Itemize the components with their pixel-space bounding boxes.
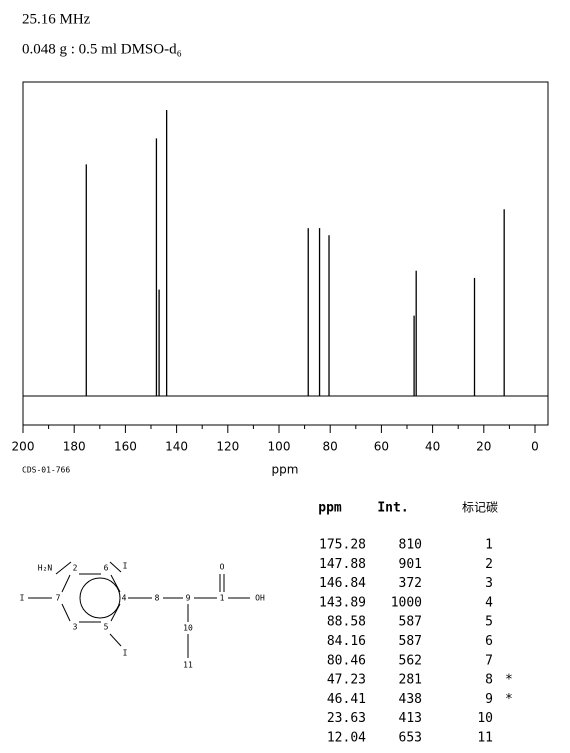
note: CDS-01-766: [22, 466, 70, 475]
table-header: ppm: [318, 501, 342, 516]
atom-label: 7: [56, 594, 61, 603]
atom-label: 2: [73, 564, 78, 573]
atom-label: H₂N: [38, 564, 53, 573]
x-tick-label: 160: [114, 440, 137, 454]
x-tick-label: 40: [425, 440, 440, 454]
table-intensity: 587: [399, 615, 422, 630]
table-ppm: 146.84: [319, 576, 366, 591]
table-ppm: 88.58: [327, 615, 366, 630]
atom-label: 4: [122, 594, 127, 603]
subtitle: 0.048 g : 0.5 ml DMSO-d₆: [22, 41, 182, 57]
table-assignment: 10: [477, 711, 493, 726]
x-tick-label: 60: [374, 440, 389, 454]
aromatic-ring: [79, 577, 121, 619]
x-tick-label: 120: [216, 440, 239, 454]
table-ppm: 143.89: [319, 595, 366, 610]
atom-label: 9: [186, 594, 191, 603]
atom-label: I: [123, 649, 128, 658]
table-intensity: 653: [399, 731, 422, 746]
table-ppm: 47.23: [327, 673, 366, 688]
table-assignment: 6: [485, 634, 493, 649]
table-assignment: 5: [485, 615, 493, 630]
x-tick-label: 200: [12, 440, 35, 454]
atom-label: O: [220, 563, 225, 572]
table-intensity: 438: [399, 692, 422, 707]
table-assignment: 2: [485, 557, 493, 572]
x-tick-label: 100: [268, 440, 291, 454]
table-intensity: 901: [399, 557, 422, 572]
table-intensity: 372: [399, 576, 422, 591]
atom-label: 11: [183, 661, 193, 670]
x-tick-label: 180: [63, 440, 86, 454]
table-assignment: 11: [477, 731, 493, 746]
atom-label: 3: [73, 623, 78, 632]
table-ppm: 80.46: [327, 653, 366, 668]
atom-label: 8: [155, 594, 160, 603]
table-assignment: 3: [485, 576, 493, 591]
title: 25.16 MHz: [22, 11, 91, 27]
table-note: *: [505, 692, 513, 707]
table-intensity: 1000: [391, 595, 422, 610]
table-assignment: 9: [485, 692, 493, 707]
x-axis-label: ppm: [272, 463, 299, 477]
table-intensity: 281: [399, 673, 422, 688]
x-tick-label: 140: [165, 440, 188, 454]
x-tick-label: 80: [323, 440, 338, 454]
atom-label: I: [123, 562, 128, 571]
x-tick-label: 0: [531, 440, 539, 454]
table-assignment: 1: [485, 538, 493, 553]
table-ppm: 175.28: [319, 538, 366, 553]
atom-label: I: [20, 594, 25, 603]
table-ppm: 147.88: [319, 557, 366, 572]
x-tick-label: 20: [476, 440, 491, 454]
table-header: 标记碳: [462, 501, 498, 515]
table-intensity: 810: [399, 538, 422, 553]
table-intensity: 587: [399, 634, 422, 649]
table-intensity: 562: [399, 653, 422, 668]
table-ppm: 12.04: [327, 731, 366, 746]
table-intensity: 413: [399, 711, 422, 726]
table-header: Int.: [377, 501, 408, 516]
atom-label: 6: [104, 564, 109, 573]
bonds: [28, 561, 250, 658]
table-ppm: 23.63: [327, 711, 366, 726]
atom-label: 10: [183, 624, 193, 633]
table-note: *: [505, 673, 513, 688]
table-ppm: 46.41: [327, 692, 366, 707]
atom-label: 5: [104, 623, 109, 632]
atom-label: 1: [220, 594, 225, 603]
plot-frame: [22, 81, 549, 426]
table-assignment: 4: [485, 595, 493, 610]
table-ppm: 84.16: [327, 634, 366, 649]
table-assignment: 8: [485, 673, 493, 688]
atom-label: OH: [255, 594, 265, 603]
table-assignment: 7: [485, 653, 493, 668]
